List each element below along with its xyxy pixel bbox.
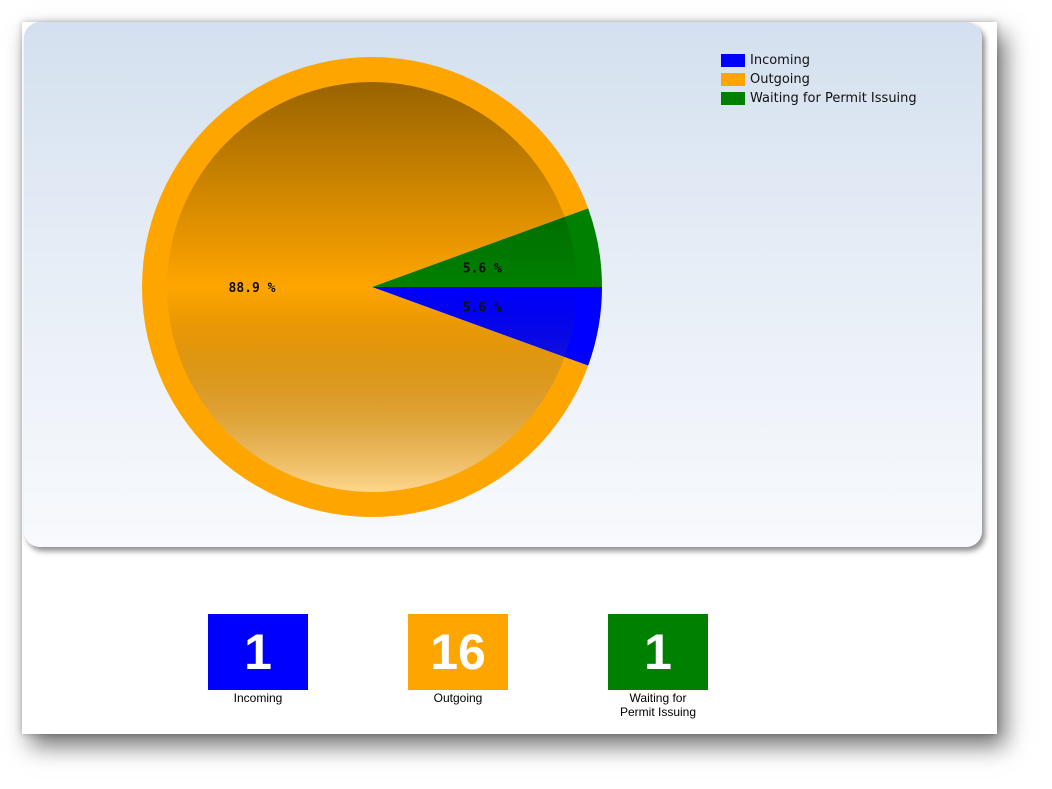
legend-item-incoming: Incoming <box>721 51 917 70</box>
tile-waiting-count: 1 <box>644 624 672 680</box>
legend-item-outgoing: Outgoing <box>721 70 917 89</box>
pie-label-waiting-for-permit-issuing: 5.6 % <box>463 262 502 277</box>
tile-waiting-label: Waiting for Permit Issuing <box>619 691 697 719</box>
tile-incoming[interactable]: 1 Incoming <box>208 614 308 705</box>
pie-chart: 5.6 % 88.9 % 5.6 % <box>141 56 602 518</box>
tile-waiting[interactable]: 1 Waiting for Permit Issuing <box>608 614 708 719</box>
tile-outgoing-label: Outgoing <box>433 691 483 705</box>
legend-label-incoming: Incoming <box>750 53 810 68</box>
tile-incoming-box[interactable]: 1 <box>208 614 308 690</box>
tile-outgoing-box[interactable]: 16 <box>408 614 508 690</box>
legend-swatch-outgoing <box>721 73 745 86</box>
tile-incoming-label: Incoming <box>233 691 283 705</box>
dashboard-frame: 5.6 % 88.9 % 5.6 % Incoming Outgoing Waiti… <box>22 22 997 734</box>
tile-outgoing-count: 16 <box>430 624 486 680</box>
legend-swatch-incoming <box>721 54 745 67</box>
pie-label-incoming: 5.6 % <box>463 300 502 315</box>
count-tiles: 1 Incoming 16 Outgoing 1 Waiting for Per… <box>22 614 997 734</box>
legend-label-outgoing: Outgoing <box>750 72 810 87</box>
tile-incoming-count: 1 <box>244 624 272 680</box>
tile-waiting-box[interactable]: 1 <box>608 614 708 690</box>
legend-label-waiting: Waiting for Permit Issuing <box>750 91 917 106</box>
legend-item-waiting: Waiting for Permit Issuing <box>721 89 917 108</box>
pie-label-outgoing: 88.9 % <box>229 281 276 296</box>
legend-swatch-waiting <box>721 92 745 105</box>
legend: Incoming Outgoing Waiting for Permit Iss… <box>721 51 917 108</box>
chart-panel: 5.6 % 88.9 % 5.6 % Incoming Outgoing Waiti… <box>24 22 982 547</box>
tile-outgoing[interactable]: 16 Outgoing <box>408 614 508 705</box>
pie-shading <box>167 82 577 492</box>
